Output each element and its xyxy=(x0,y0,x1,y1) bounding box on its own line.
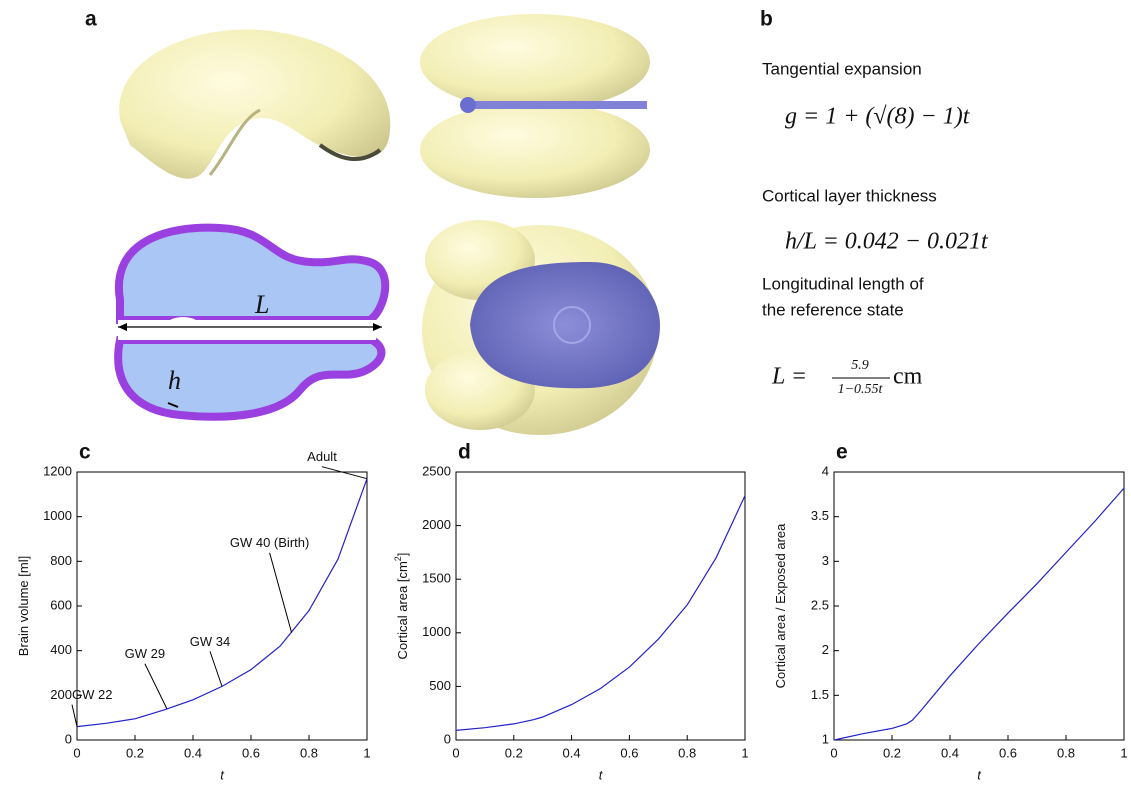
x-tick-label: 0 xyxy=(830,745,837,760)
equation-unit: cm xyxy=(893,364,923,390)
x-tick-label: 0.2 xyxy=(505,745,523,760)
y-tick-label: 1000 xyxy=(43,508,72,523)
y-axis-label: Cortical area / Exposed area xyxy=(773,523,788,689)
annotation: GW 34 xyxy=(190,634,230,649)
x-tick-label: 0 xyxy=(452,745,459,760)
x-tick-label: 1 xyxy=(1120,745,1127,760)
y-tick-label: 2000 xyxy=(422,517,451,532)
y-tick-label: 500 xyxy=(429,678,451,693)
brain-lateral xyxy=(119,29,391,179)
equation-numerator: 5.9 xyxy=(851,358,869,373)
y-axis-label: Brain volume [ml] xyxy=(16,556,31,656)
y-tick-label: 2 xyxy=(822,642,829,657)
x-tick-label: 0.4 xyxy=(941,745,959,760)
annotation-line xyxy=(269,552,293,633)
brain-section: L h xyxy=(114,223,390,421)
annotation-line xyxy=(71,704,78,727)
panel-b: Tangential expansion g = 1 + (√(8) − 1)t C… xyxy=(762,59,989,397)
y-tick-label: 2.5 xyxy=(811,597,829,612)
brain-bottom xyxy=(422,220,660,435)
annotation-line xyxy=(144,663,168,709)
x-tick-label: 0.2 xyxy=(126,745,144,760)
x-tick-label: 0.4 xyxy=(563,745,581,760)
y-tick-label: 2500 xyxy=(422,463,451,478)
y-tick-label: 1 xyxy=(822,731,829,746)
panel-label: e xyxy=(836,441,848,464)
annotation: GW 22 xyxy=(72,687,112,702)
equation-denominator: 1−0.55t xyxy=(838,382,884,397)
y-tick-label: 1.5 xyxy=(811,687,829,702)
heading: the reference state xyxy=(762,300,904,319)
length-label: L xyxy=(254,290,269,319)
x-tick-label: 0 xyxy=(73,745,80,760)
plot-frame xyxy=(76,471,368,741)
y-tick-label: 600 xyxy=(50,597,72,612)
data-line xyxy=(833,487,1125,741)
y-axis-label: Cortical area [cm2] xyxy=(393,553,410,660)
annotation-line xyxy=(209,651,223,687)
x-tick-label: 0.6 xyxy=(620,745,638,760)
annotation-line xyxy=(321,466,368,480)
x-tick-label: 1 xyxy=(741,745,748,760)
x-axis-label: t xyxy=(977,767,982,782)
x-tick-label: 0.4 xyxy=(184,745,202,760)
y-tick-label: 200 xyxy=(50,687,72,702)
y-axis-label-part: 2 xyxy=(393,556,403,561)
x-axis-label: t xyxy=(599,767,604,782)
y-tick-label: 3 xyxy=(822,553,829,568)
plot-frame xyxy=(455,471,746,741)
x-tick-label: 1 xyxy=(363,745,370,760)
panel-label: c xyxy=(79,441,91,464)
annotation: GW 40 (Birth) xyxy=(230,535,309,550)
panel-label: a xyxy=(85,8,97,31)
y-tick-label: 400 xyxy=(50,642,72,657)
x-tick-label: 0.6 xyxy=(242,745,260,760)
heading: Tangential expansion xyxy=(762,59,922,78)
y-axis-label-part: Cortical area / Exposed area xyxy=(773,523,788,689)
x-tick-label: 0.2 xyxy=(883,745,901,760)
y-tick-label: 3.5 xyxy=(811,508,829,523)
y-axis-label-part: Cortical area [cm xyxy=(395,561,410,659)
x-tick-label: 0.6 xyxy=(999,745,1017,760)
data-line xyxy=(455,495,746,731)
y-tick-label: 1500 xyxy=(422,571,451,586)
data-line xyxy=(76,478,368,728)
y-tick-label: 0 xyxy=(444,731,451,746)
y-axis-label-part: Brain volume [ml] xyxy=(16,556,31,656)
annotation: Adult xyxy=(307,449,337,464)
equation: h/L = 0.042 − 0.021t xyxy=(785,229,989,255)
panel-label: b xyxy=(760,8,773,31)
y-axis-label-part: ] xyxy=(395,553,410,557)
panel-label: d xyxy=(458,441,471,464)
equation: g = 1 + (√(8) − 1)t xyxy=(785,104,971,130)
equation-lhs: L = xyxy=(771,364,807,390)
x-tick-label: 0.8 xyxy=(1057,745,1075,760)
y-tick-label: 1200 xyxy=(43,463,72,478)
plot-frame xyxy=(833,471,1125,741)
y-tick-label: 4 xyxy=(822,463,829,478)
y-tick-label: 800 xyxy=(50,553,72,568)
thickness-label: h xyxy=(168,366,181,395)
x-axis-label: t xyxy=(220,767,225,782)
x-tick-label: 0.8 xyxy=(678,745,696,760)
y-tick-label: 1000 xyxy=(422,624,451,639)
y-tick-label: 0 xyxy=(65,731,72,746)
annotation: GW 29 xyxy=(125,646,165,661)
heading: Cortical layer thickness xyxy=(762,186,937,205)
charts: c0 0.2 0.4 0.6 0.8 1020040060080010001200tBra… xyxy=(16,441,1127,783)
x-tick-label: 0.8 xyxy=(300,745,318,760)
heading: Longitudinal length of xyxy=(762,274,924,293)
brain-top xyxy=(420,14,650,198)
